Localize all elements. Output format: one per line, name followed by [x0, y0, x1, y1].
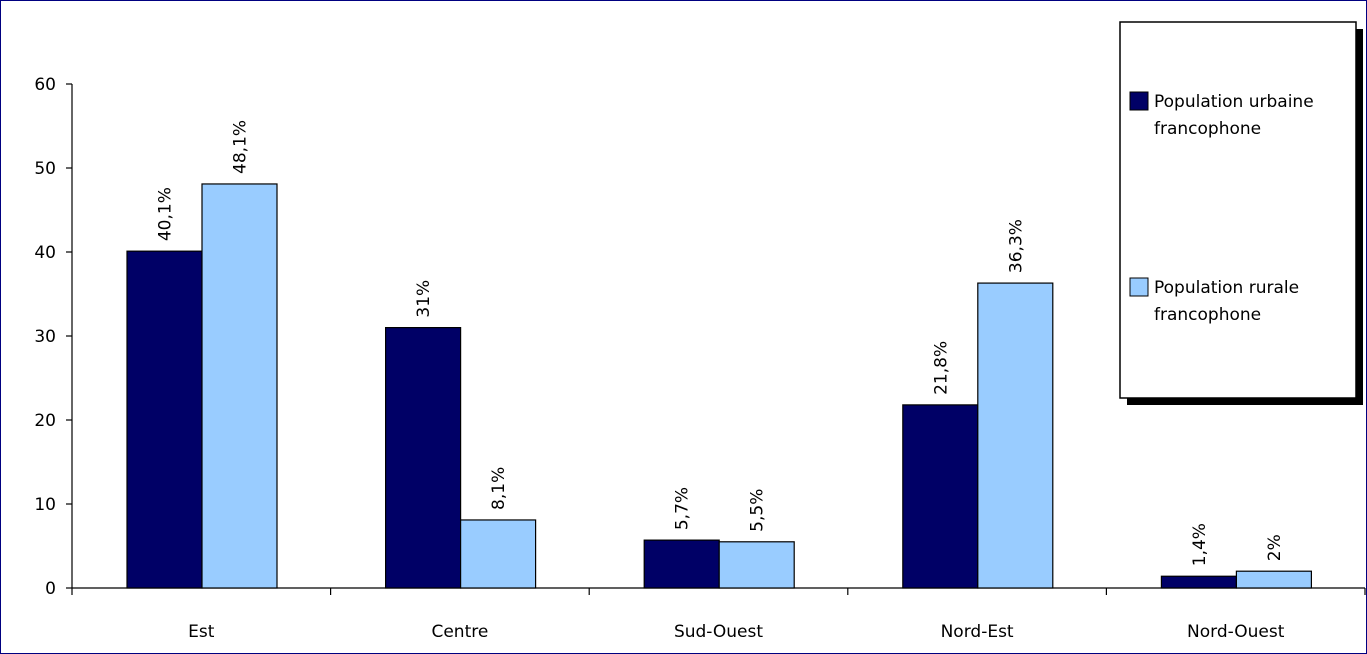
bar[interactable] [460, 519, 537, 589]
data-label: 40,1% [156, 187, 176, 241]
data-label: 5,7% [673, 487, 693, 530]
y-tick-label: 30 [34, 327, 56, 347]
data-label: 1,4% [1190, 523, 1210, 566]
bar[interactable] [201, 183, 278, 589]
bar[interactable] [126, 250, 203, 589]
bar[interactable] [718, 541, 795, 589]
data-label: 36,3% [1006, 219, 1026, 273]
y-tick-label: 0 [45, 579, 56, 599]
bar[interactable] [902, 404, 979, 589]
legend-swatch [1129, 91, 1149, 111]
bar[interactable] [1235, 570, 1313, 589]
legend-label: francophone [1154, 305, 1261, 325]
bar[interactable] [1160, 575, 1238, 589]
data-label: 2% [1265, 534, 1285, 561]
legend-label: Population urbaine [1154, 92, 1314, 112]
data-label: 48,1% [231, 120, 251, 174]
y-tick-label: 20 [34, 411, 56, 431]
x-category-label: Sud-Ouest [674, 622, 763, 642]
data-label: 31% [414, 280, 434, 318]
bar[interactable] [643, 539, 720, 589]
y-tick-label: 40 [34, 243, 56, 263]
y-tick-label: 10 [34, 495, 56, 515]
x-category-label: Centre [431, 622, 488, 642]
data-label: 21,8% [931, 341, 951, 395]
y-tick-label: 60 [34, 75, 56, 95]
data-label: 5,5% [748, 489, 768, 532]
data-label: 8,1% [489, 467, 509, 510]
legend-swatch [1129, 277, 1149, 297]
x-category-label: Nord-Est [941, 622, 1014, 642]
bar[interactable] [977, 282, 1054, 589]
legend-label: Population rurale [1154, 278, 1299, 298]
y-tick-label: 50 [34, 159, 56, 179]
legend-label: francophone [1154, 119, 1261, 139]
legend-box [1119, 21, 1357, 399]
bar[interactable] [385, 327, 462, 589]
x-category-label: Est [188, 622, 215, 642]
x-category-label: Nord-Ouest [1187, 622, 1285, 642]
